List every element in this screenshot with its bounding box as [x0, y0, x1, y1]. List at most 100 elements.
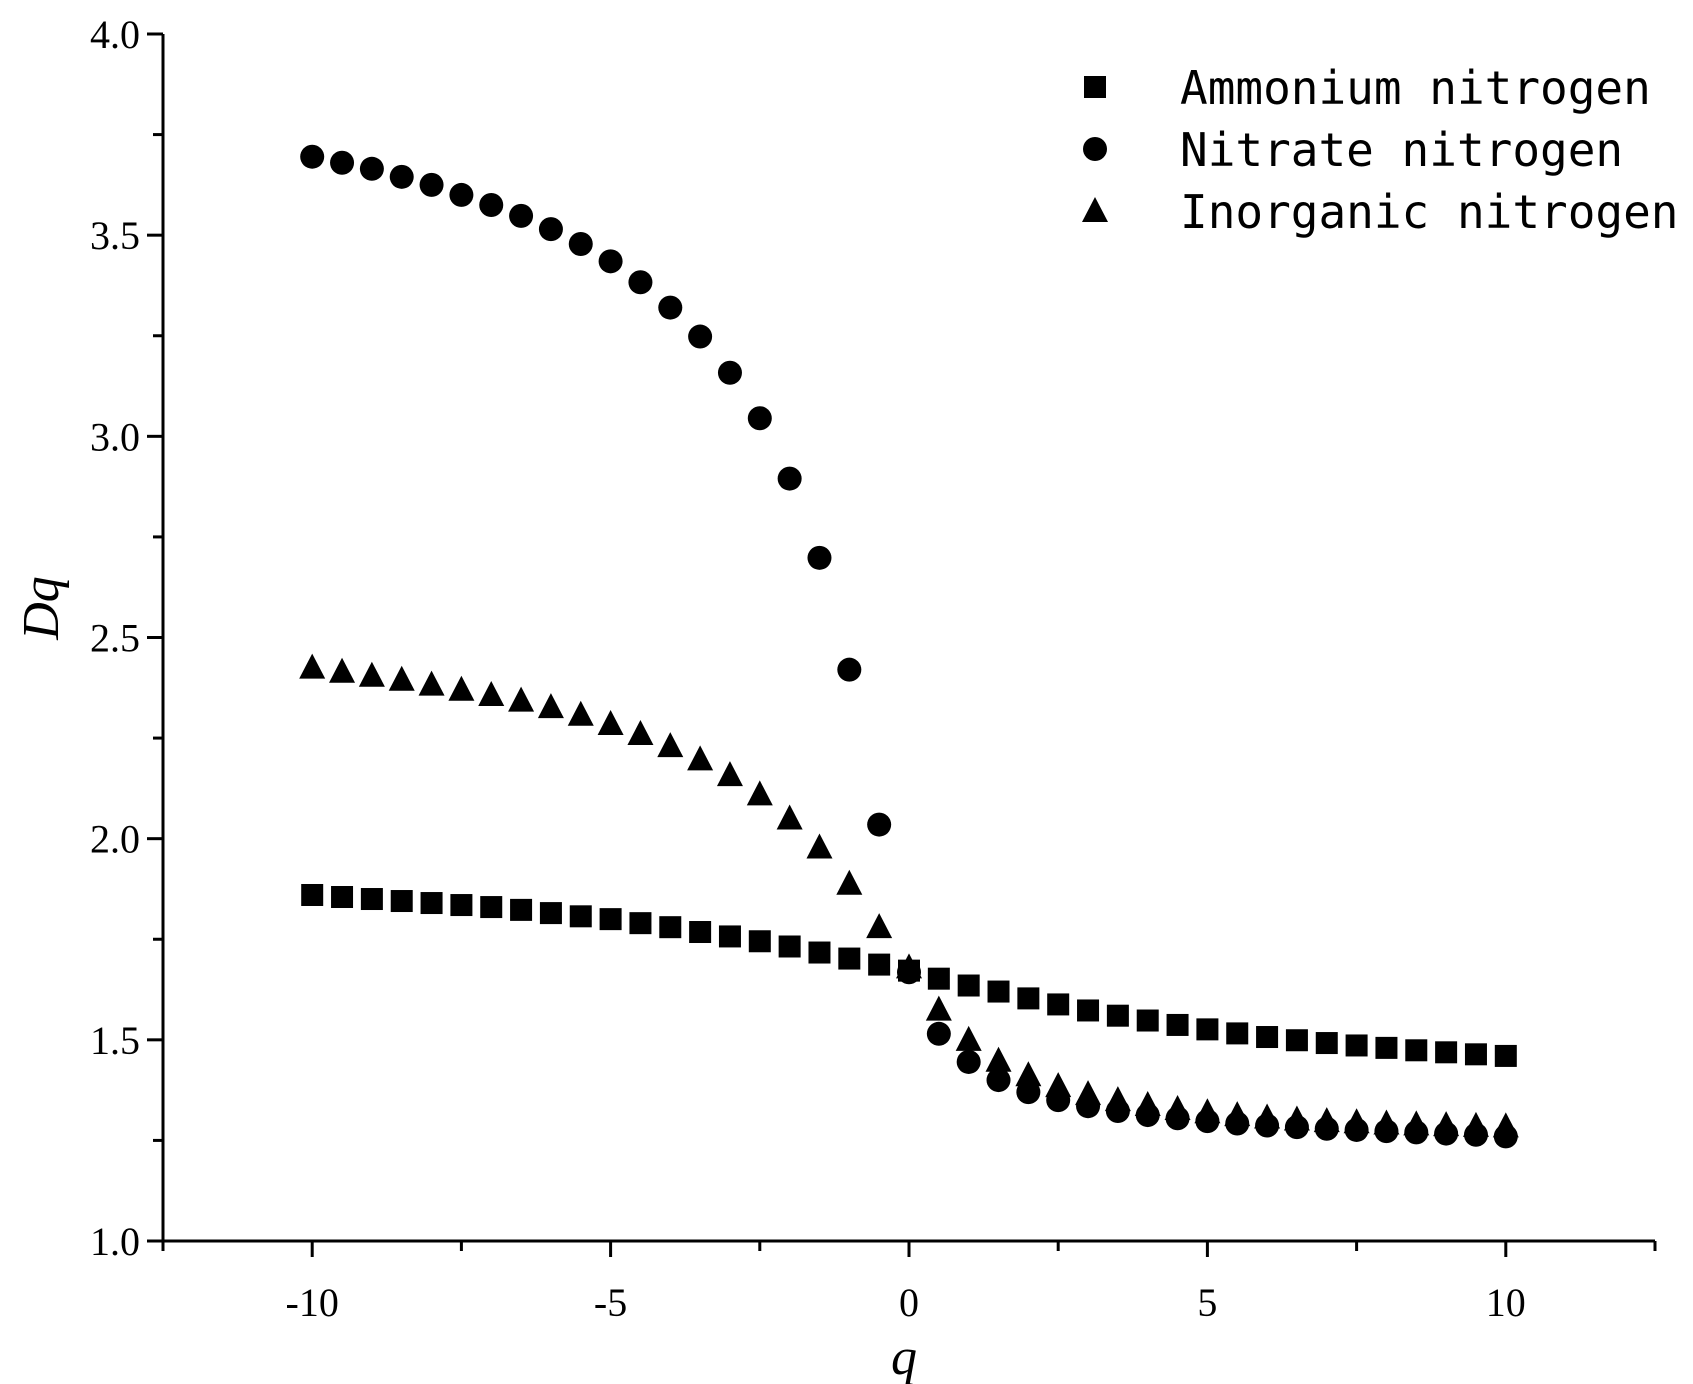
y-tick-label: 3.0 [90, 414, 140, 459]
legend-label: Nitrate nitrogen [1180, 123, 1623, 177]
x-tick-label: -10 [286, 1280, 339, 1325]
data-point-square [360, 888, 383, 911]
data-point-circle [717, 360, 742, 385]
data-point-square [957, 974, 980, 997]
data-point-triangle [866, 913, 893, 939]
x-tick-label: -5 [594, 1280, 627, 1325]
data-point-square [1256, 1026, 1279, 1049]
legend-marker-triangle [1082, 197, 1108, 222]
data-point-triangle [896, 953, 922, 979]
data-point-triangle [925, 995, 952, 1021]
data-point-triangle [1134, 1091, 1161, 1117]
data-point-square [1405, 1039, 1428, 1062]
y-tick-label: 1.5 [90, 1018, 140, 1063]
data-point-square [689, 921, 712, 944]
data-point-square [1017, 987, 1040, 1010]
data-point-square [599, 908, 622, 931]
data-point-circle [688, 324, 713, 349]
data-point-triangle [537, 693, 564, 719]
data-point-square [778, 935, 801, 958]
legend-label: Ammonium nitrogen [1180, 61, 1651, 115]
data-point-triangle [1075, 1080, 1102, 1106]
data-point-square [1494, 1044, 1517, 1067]
data-point-circle [300, 144, 325, 169]
series-square [301, 883, 1517, 1067]
legend-item: Nitrate nitrogen [1083, 123, 1623, 177]
data-point-square [301, 883, 324, 906]
x-axis-title: q [891, 1329, 917, 1384]
data-point-circle [628, 270, 653, 295]
data-point-circle [598, 249, 623, 274]
plot-area: -10 -5 0 5 10 1.0 1.5 2.0 2.5 3.0 3.5 4.0 [90, 12, 1657, 1325]
data-point-triangle [388, 665, 415, 691]
data-point-square [987, 980, 1010, 1003]
data-point-circle [926, 1021, 951, 1046]
data-point-circle [479, 192, 504, 217]
data-point-circle [986, 1068, 1011, 1093]
y-tick-label: 2.0 [90, 817, 140, 862]
data-point-triangle [1462, 1111, 1489, 1137]
data-point-triangle [1403, 1110, 1430, 1136]
x-ticks: -10 -5 0 5 10 [161, 1241, 1657, 1325]
data-point-triangle [1343, 1108, 1370, 1134]
data-point-square [629, 912, 652, 935]
data-point-square [927, 967, 950, 990]
data-point-square [838, 947, 861, 970]
data-point-circle [568, 232, 593, 257]
legend: Ammonium nitrogen Nitrate nitrogen Inorgan… [1082, 61, 1679, 239]
legend-marker-circle [1083, 137, 1107, 161]
data-markers [299, 144, 1519, 1149]
data-point-triangle [985, 1046, 1012, 1072]
legend-marker-square [1084, 76, 1106, 98]
data-point-circle [658, 295, 683, 320]
data-point-triangle [657, 732, 684, 758]
series-circle [300, 144, 1518, 1149]
data-point-triangle [1194, 1098, 1221, 1124]
data-point-square [539, 902, 562, 925]
y-tick-label: 4.0 [90, 12, 140, 57]
y-tick-label: 1.0 [90, 1219, 140, 1264]
data-point-triangle [567, 700, 594, 726]
data-point-triangle [836, 869, 863, 895]
x-tick-label: 0 [899, 1280, 919, 1325]
data-point-square [1345, 1034, 1368, 1057]
data-point-square [868, 953, 891, 976]
data-point-triangle [716, 761, 743, 787]
x-tick-label: 10 [1486, 1280, 1526, 1325]
data-point-triangle [1313, 1107, 1340, 1133]
data-point-triangle [1164, 1095, 1191, 1121]
data-point-triangle [746, 780, 773, 806]
data-point-triangle [478, 681, 505, 707]
legend-label: Inorganic nitrogen [1180, 185, 1679, 239]
data-point-triangle [1283, 1105, 1310, 1131]
data-point-square [1375, 1036, 1398, 1059]
data-point-circle [509, 203, 534, 228]
data-point-triangle [299, 653, 326, 679]
data-point-square [1464, 1043, 1487, 1066]
data-point-square [1077, 999, 1100, 1022]
data-point-square [1435, 1041, 1458, 1064]
data-point-square [1166, 1013, 1189, 1036]
data-point-triangle [627, 720, 654, 746]
data-point-triangle [1373, 1109, 1400, 1135]
data-point-square [1136, 1009, 1159, 1032]
data-point-triangle [1254, 1103, 1281, 1129]
data-point-triangle [1104, 1086, 1131, 1112]
series-triangle [299, 653, 1519, 1138]
data-point-square [1226, 1022, 1249, 1045]
data-point-circle [807, 545, 832, 570]
data-point-square [1106, 1004, 1129, 1027]
x-tick-label: 5 [1197, 1280, 1217, 1325]
data-point-circle [389, 164, 414, 189]
data-point-square [420, 892, 443, 915]
data-point-square [331, 886, 354, 909]
data-point-triangle [1224, 1101, 1251, 1127]
data-point-circle [956, 1049, 981, 1074]
data-point-square [659, 916, 682, 939]
data-point-circle [449, 182, 474, 207]
data-point-triangle [806, 833, 833, 859]
legend-item: Inorganic nitrogen [1082, 185, 1679, 239]
data-point-triangle [448, 675, 475, 701]
data-point-circle [867, 812, 892, 837]
data-point-square [748, 930, 771, 953]
